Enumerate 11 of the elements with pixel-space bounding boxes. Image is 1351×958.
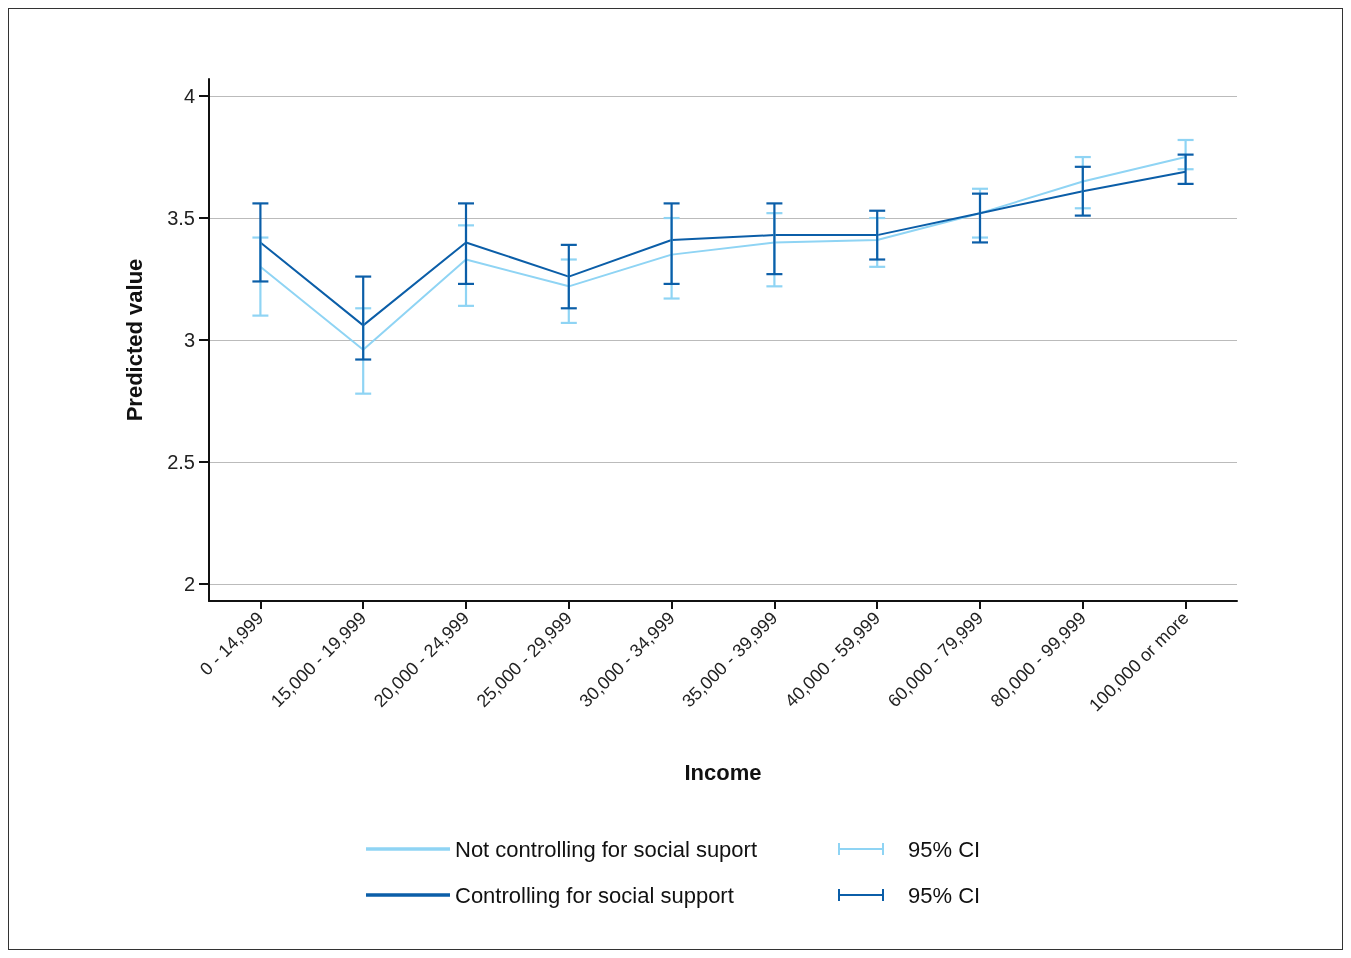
legend-label: Controlling for social support: [455, 882, 734, 908]
y-axis-title: Predicted value: [121, 258, 147, 422]
text: 95% CI: [908, 882, 981, 908]
y-tick-label: 3.5: [167, 207, 195, 230]
y-tick-label: 2.5: [167, 450, 195, 473]
y-tick-label: 3: [183, 329, 195, 351]
y-tick-label: 2: [183, 572, 195, 595]
y-tick-label: 4: [183, 85, 195, 108]
text: 95% CI: [908, 836, 981, 862]
x-axis-title: Income: [684, 759, 762, 785]
legend-label: Not controlling for social suport: [455, 836, 758, 862]
